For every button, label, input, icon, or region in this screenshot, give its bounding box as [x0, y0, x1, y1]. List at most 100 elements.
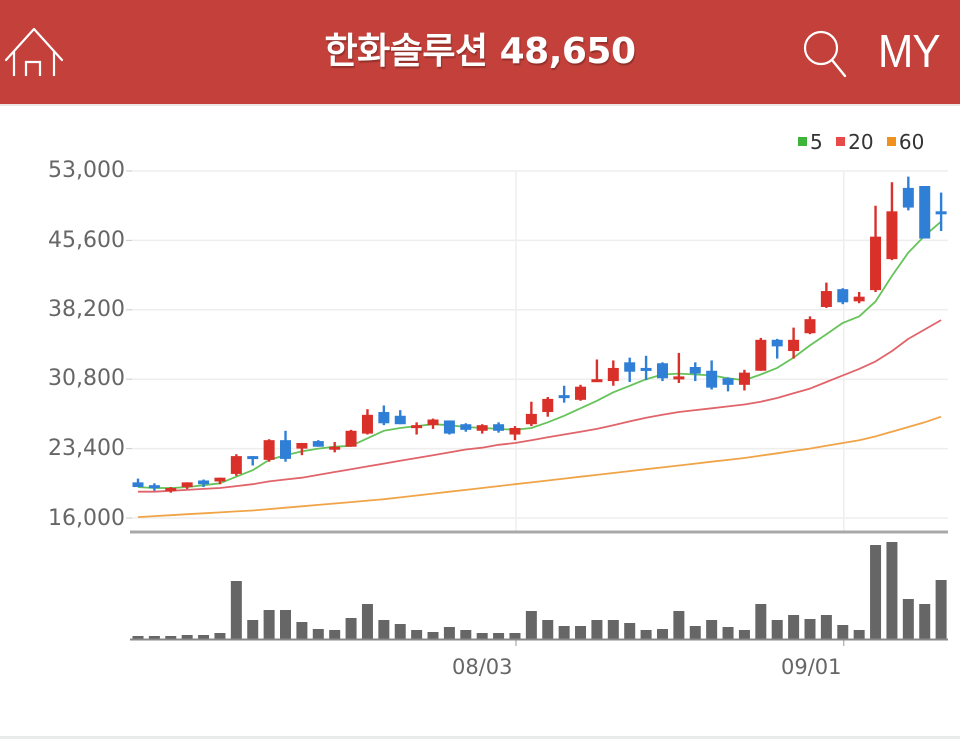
- candle-up: [607, 367, 619, 382]
- candle-up: [738, 372, 750, 385]
- volume-bar: [148, 636, 160, 639]
- volume-bar: [509, 633, 521, 639]
- volume-bar: [738, 630, 750, 639]
- candle-down: [280, 440, 292, 459]
- volume-bar: [345, 618, 357, 639]
- volume-bar: [198, 635, 210, 639]
- ma5-swatch-icon: [798, 137, 807, 146]
- volume-bar: [755, 604, 767, 639]
- candle-up: [820, 291, 832, 307]
- search-button[interactable]: [800, 28, 850, 78]
- candle-up: [165, 487, 177, 491]
- candle-up: [296, 442, 308, 449]
- legend-item-ma5: 5: [798, 130, 823, 154]
- candle-up: [411, 425, 423, 429]
- ma60-swatch-icon: [886, 137, 896, 146]
- page-title: 한화솔루션 48,650: [324, 31, 636, 72]
- candle-down: [460, 424, 472, 430]
- y-tick-label: 16,000: [48, 506, 125, 531]
- bottom-divider: [0, 736, 960, 739]
- candle-up: [575, 386, 587, 400]
- home-button[interactable]: [4, 26, 64, 80]
- candle-up: [853, 296, 865, 302]
- candle-up: [427, 419, 439, 426]
- volume-bar: [771, 620, 783, 639]
- search-icon: [803, 30, 847, 78]
- legend-item-ma20: 20: [836, 130, 874, 154]
- candle-up: [591, 379, 603, 383]
- volume-bar: [312, 629, 324, 639]
- candle-down: [837, 289, 849, 303]
- candle-down: [919, 186, 931, 239]
- candle-down: [148, 485, 160, 489]
- volume-bar: [902, 599, 914, 639]
- candle-up: [509, 427, 521, 435]
- volume-bar: [722, 627, 734, 639]
- y-tick-label: 23,400: [48, 436, 125, 461]
- app-header: 한화솔루션 48,650 MY: [0, 0, 960, 104]
- legend-item-ma60: 60: [886, 130, 925, 154]
- ma60-line: [137, 415, 942, 518]
- y-tick-label: 30,800: [48, 366, 125, 391]
- candle-down: [312, 441, 324, 447]
- home-icon: [4, 27, 64, 76]
- volume-bar: [460, 630, 472, 639]
- volume-bar: [361, 604, 373, 639]
- volume-bar: [853, 630, 865, 639]
- candle-up: [804, 319, 816, 334]
- volume-bar: [443, 627, 455, 639]
- candle-down: [378, 412, 390, 424]
- candle-down: [935, 211, 947, 215]
- volume-bar: [132, 636, 144, 639]
- x-tick-label: 09/01: [781, 655, 842, 679]
- volume-bar: [280, 610, 292, 639]
- candle-down: [689, 367, 701, 374]
- candle-up: [886, 211, 898, 260]
- legend-label: 20: [848, 130, 874, 154]
- candle-down: [706, 370, 718, 388]
- candle-up: [542, 398, 554, 413]
- y-tick-label: 53,000: [48, 158, 125, 183]
- volume-bar: [804, 619, 816, 639]
- volume-bar: [542, 620, 554, 639]
- volume-bar: [411, 630, 423, 639]
- header-divider: [0, 104, 960, 106]
- volume-bar: [591, 620, 603, 639]
- volume-bar: [181, 635, 193, 639]
- volume-bar: [837, 625, 849, 639]
- candle-up: [788, 339, 800, 352]
- candle-up: [181, 482, 193, 488]
- candle-up: [673, 376, 685, 380]
- candle-up: [345, 430, 357, 447]
- volume-bar: [919, 604, 931, 639]
- candle-down: [132, 482, 144, 488]
- volume-bar: [427, 632, 439, 639]
- ma20-line: [138, 319, 942, 493]
- volume-bar: [607, 620, 619, 639]
- volume-bar: [247, 620, 259, 639]
- volume-bar: [329, 630, 341, 639]
- my-button[interactable]: MY: [878, 25, 941, 77]
- volume-bar: [165, 636, 177, 639]
- candle-up: [263, 440, 275, 460]
- legend-label: 60: [898, 130, 925, 154]
- x-tick-label: 08/03: [452, 655, 513, 679]
- chart-legend: 5 20 60: [798, 130, 931, 154]
- candle-up: [755, 339, 767, 371]
- volume-bar: [673, 611, 685, 639]
- candle-up: [525, 413, 537, 425]
- candle-up: [329, 446, 341, 450]
- volume-bar: [640, 630, 652, 639]
- candle-up: [361, 414, 373, 434]
- volume-bar: [263, 610, 275, 639]
- volume-bar: [935, 580, 947, 639]
- candle-up: [214, 477, 226, 482]
- legend-label: 5: [810, 130, 823, 154]
- volume-bar: [394, 624, 406, 639]
- candle-down: [640, 367, 652, 371]
- volume-bar: [493, 633, 505, 639]
- candle-down: [198, 480, 210, 485]
- candle-down: [722, 378, 734, 385]
- volume-bar: [689, 626, 701, 639]
